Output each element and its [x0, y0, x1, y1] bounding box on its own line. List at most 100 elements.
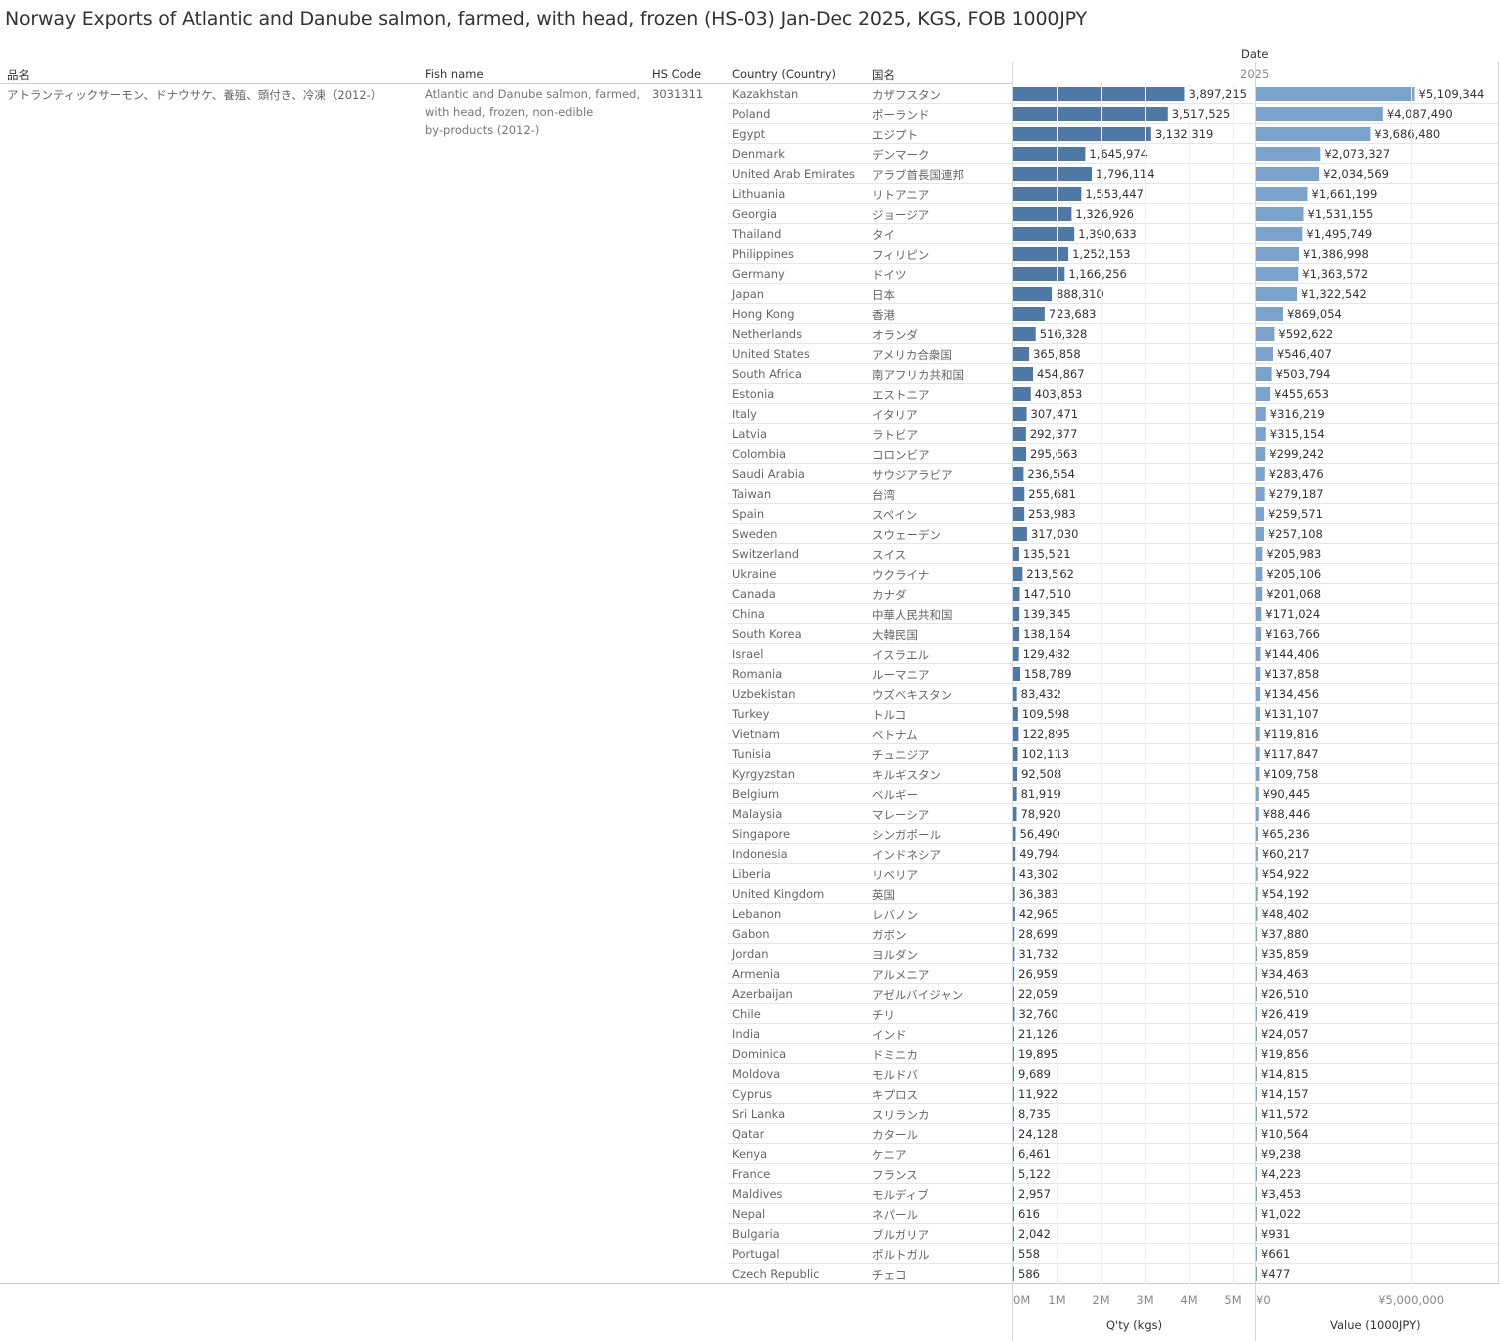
qty-bar[interactable]	[1013, 987, 1014, 1001]
value-bar[interactable]	[1256, 267, 1299, 281]
qty-bar[interactable]	[1013, 1047, 1014, 1061]
qty-bar[interactable]	[1013, 727, 1019, 741]
value-bar[interactable]	[1256, 987, 1257, 1001]
qty-bar[interactable]	[1013, 807, 1017, 821]
value-bar[interactable]	[1256, 107, 1383, 121]
qty-bar[interactable]	[1013, 1207, 1014, 1221]
qty-bar[interactable]	[1013, 527, 1027, 541]
value-bar[interactable]	[1256, 207, 1304, 221]
value-bar[interactable]	[1256, 867, 1258, 881]
qty-bar[interactable]	[1013, 227, 1075, 241]
qty-bar[interactable]	[1013, 347, 1030, 361]
value-bar[interactable]	[1256, 167, 1320, 181]
value-bar[interactable]	[1256, 387, 1271, 401]
hs-code-column-header[interactable]: HS Code	[652, 67, 702, 81]
qty-bar[interactable]	[1013, 1007, 1015, 1021]
qty-bar[interactable]	[1013, 167, 1093, 181]
value-bar[interactable]	[1256, 687, 1261, 701]
qty-bar[interactable]	[1013, 1147, 1014, 1161]
value-bar[interactable]	[1256, 347, 1273, 361]
value-bar[interactable]	[1256, 407, 1266, 421]
qty-bar[interactable]	[1013, 87, 1185, 101]
qty-bar[interactable]	[1013, 1107, 1014, 1121]
value-bar[interactable]	[1256, 147, 1321, 161]
qty-bar[interactable]	[1013, 607, 1020, 621]
kokumei-column-header[interactable]: 国名	[872, 68, 895, 82]
value-bar[interactable]	[1256, 1067, 1257, 1081]
qty-bar[interactable]	[1013, 267, 1065, 281]
value-bar[interactable]	[1256, 767, 1260, 781]
value-bar[interactable]	[1256, 187, 1308, 201]
value-bar[interactable]	[1256, 1187, 1257, 1201]
value-bar[interactable]	[1256, 887, 1258, 901]
qty-bar[interactable]	[1013, 647, 1019, 661]
value-bar[interactable]	[1256, 1087, 1257, 1101]
value-bar[interactable]	[1256, 787, 1259, 801]
qty-bar[interactable]	[1013, 287, 1053, 301]
qty-bar[interactable]	[1013, 1227, 1014, 1241]
value-bar[interactable]	[1256, 1267, 1257, 1281]
value-bar[interactable]	[1256, 1007, 1257, 1021]
value-bar[interactable]	[1256, 527, 1264, 541]
value-bar[interactable]	[1256, 1107, 1257, 1121]
qty-bar[interactable]	[1013, 667, 1020, 681]
country-column-header[interactable]: Country (Country)	[732, 67, 836, 81]
qty-bar[interactable]	[1013, 1087, 1014, 1101]
value-bar[interactable]	[1256, 427, 1266, 441]
qty-bar[interactable]	[1013, 1027, 1014, 1041]
qty-bar[interactable]	[1013, 627, 1020, 641]
qty-bar[interactable]	[1013, 707, 1018, 721]
value-bar[interactable]	[1256, 607, 1262, 621]
qty-bar[interactable]	[1013, 907, 1015, 921]
qty-bar[interactable]	[1013, 847, 1016, 861]
qty-bar[interactable]	[1013, 467, 1024, 481]
qty-bar[interactable]	[1013, 307, 1045, 321]
qty-bar[interactable]	[1013, 587, 1020, 601]
qty-bar[interactable]	[1013, 107, 1168, 121]
value-bar[interactable]	[1256, 1047, 1257, 1061]
value-bar[interactable]	[1256, 727, 1260, 741]
value-bar[interactable]	[1256, 967, 1258, 981]
qty-bar[interactable]	[1013, 187, 1082, 201]
qty-bar[interactable]	[1013, 367, 1034, 381]
fish-name-column-header[interactable]: Fish name	[425, 67, 484, 81]
value-bar[interactable]	[1256, 1167, 1257, 1181]
qty-bar[interactable]	[1013, 1067, 1014, 1081]
value-bar[interactable]	[1256, 1147, 1257, 1161]
value-bar[interactable]	[1256, 367, 1272, 381]
value-bar[interactable]	[1256, 1207, 1257, 1221]
value-bar[interactable]	[1256, 707, 1261, 721]
value-bar[interactable]	[1256, 327, 1275, 341]
value-bar[interactable]	[1256, 627, 1262, 641]
value-bar[interactable]	[1256, 447, 1266, 461]
value-bar[interactable]	[1256, 547, 1263, 561]
value-bar[interactable]	[1256, 307, 1283, 321]
value-bar[interactable]	[1256, 1227, 1257, 1241]
qty-bar[interactable]	[1013, 567, 1023, 581]
value-bar[interactable]	[1256, 1027, 1257, 1041]
qty-bar[interactable]	[1013, 947, 1015, 961]
value-bar[interactable]	[1256, 1247, 1257, 1261]
qty-bar[interactable]	[1013, 747, 1018, 761]
qty-bar[interactable]	[1013, 407, 1027, 421]
value-bar[interactable]	[1256, 1127, 1257, 1141]
value-bar[interactable]	[1256, 287, 1298, 301]
value-bar[interactable]	[1256, 847, 1258, 861]
qty-bar[interactable]	[1013, 207, 1072, 221]
qty-bar[interactable]	[1013, 547, 1019, 561]
qty-bar[interactable]	[1013, 927, 1015, 941]
qty-bar[interactable]	[1013, 427, 1026, 441]
value-bar[interactable]	[1256, 227, 1303, 241]
value-bar[interactable]	[1256, 487, 1265, 501]
qty-bar[interactable]	[1013, 827, 1016, 841]
qty-bar[interactable]	[1013, 1127, 1015, 1141]
value-bar[interactable]	[1256, 947, 1258, 961]
value-bar[interactable]	[1256, 247, 1300, 261]
qty-bar[interactable]	[1013, 1167, 1014, 1181]
value-bar[interactable]	[1256, 907, 1258, 921]
qty-bar[interactable]	[1013, 447, 1027, 461]
qty-bar[interactable]	[1013, 767, 1018, 781]
value-bar[interactable]	[1256, 807, 1259, 821]
qty-bar[interactable]	[1013, 247, 1069, 261]
qty-bar[interactable]	[1013, 387, 1031, 401]
